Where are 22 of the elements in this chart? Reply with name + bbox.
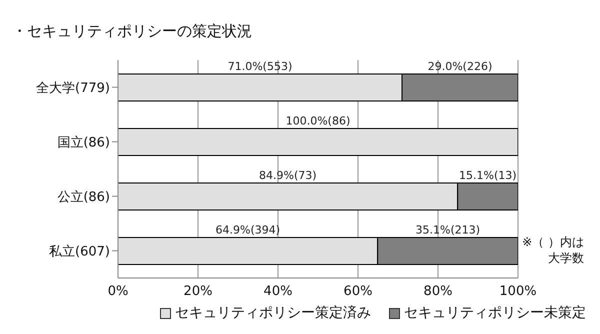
y-tick-label: 国立(86) bbox=[57, 134, 110, 150]
y-tick-label: 公立(86) bbox=[57, 188, 110, 205]
data-label: 71.0%(553) bbox=[228, 60, 292, 73]
x-tick-label: 40% bbox=[264, 284, 292, 300]
x-tick-label: 20% bbox=[184, 284, 212, 300]
text: ※（ ）内は大学数 bbox=[521, 234, 584, 266]
legend-label: セキュリティポリシー未策定 bbox=[403, 304, 586, 322]
bar bbox=[118, 128, 518, 156]
data-label: 64.9%(394) bbox=[216, 224, 280, 236]
x-tick-label: 80% bbox=[424, 284, 452, 300]
x-tick-label: 60% bbox=[344, 284, 372, 300]
x-tick-label: 0% bbox=[108, 284, 128, 300]
legend-label: セキュリティポリシー策定済み bbox=[174, 304, 371, 322]
chart-title: ・セキュリティポリシーの策定状況 bbox=[12, 22, 252, 41]
y-tick-label: 私立(607) bbox=[49, 243, 110, 260]
data-label: 35.1%(213) bbox=[416, 224, 480, 236]
data-label: 29.0%(226) bbox=[428, 60, 492, 73]
data-label: 15.1%(13) bbox=[459, 169, 517, 182]
data-label: 100.0%(86) bbox=[286, 114, 350, 128]
y-tick-label: 全大学(779) bbox=[36, 80, 110, 96]
data-label: 84.9%(73) bbox=[259, 169, 317, 182]
x-tick-label: 100% bbox=[499, 284, 537, 300]
